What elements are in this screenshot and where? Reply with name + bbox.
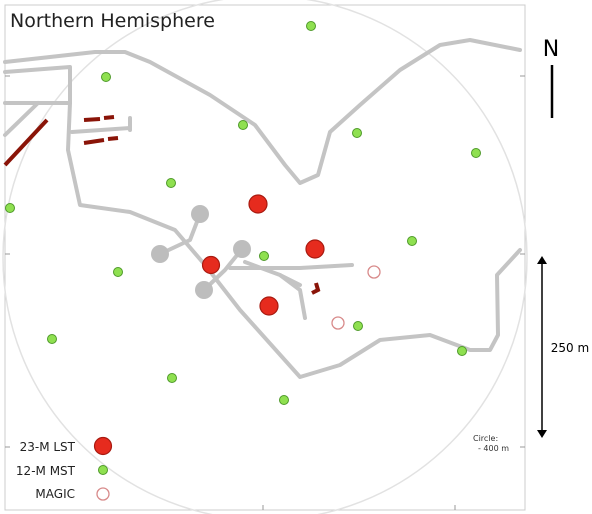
lst-telescopes [201, 194, 325, 316]
circle-note-label: Circle: [473, 434, 498, 443]
scale-bar [537, 256, 547, 438]
legend-label: 12-M MST [16, 464, 76, 478]
circle-note-value: - 400 m [478, 444, 509, 453]
range-circle [2, 0, 528, 514]
map-title: Northern Hemisphere [10, 10, 215, 32]
magic-telescopes [331, 265, 381, 330]
legend-swatch [98, 465, 108, 475]
legend-swatch [96, 487, 110, 501]
scale-label: 250 m [551, 341, 589, 355]
legend-swatch [93, 436, 113, 456]
gray-sites [151, 205, 251, 299]
frame-ticks [5, 75, 525, 510]
legend-label: MAGIC [35, 487, 75, 501]
legend-label: 23-M LST [20, 440, 76, 454]
roads [3, 38, 522, 379]
compass-label: N [543, 37, 559, 62]
mst-telescopes [5, 21, 481, 405]
buildings [3, 115, 321, 295]
